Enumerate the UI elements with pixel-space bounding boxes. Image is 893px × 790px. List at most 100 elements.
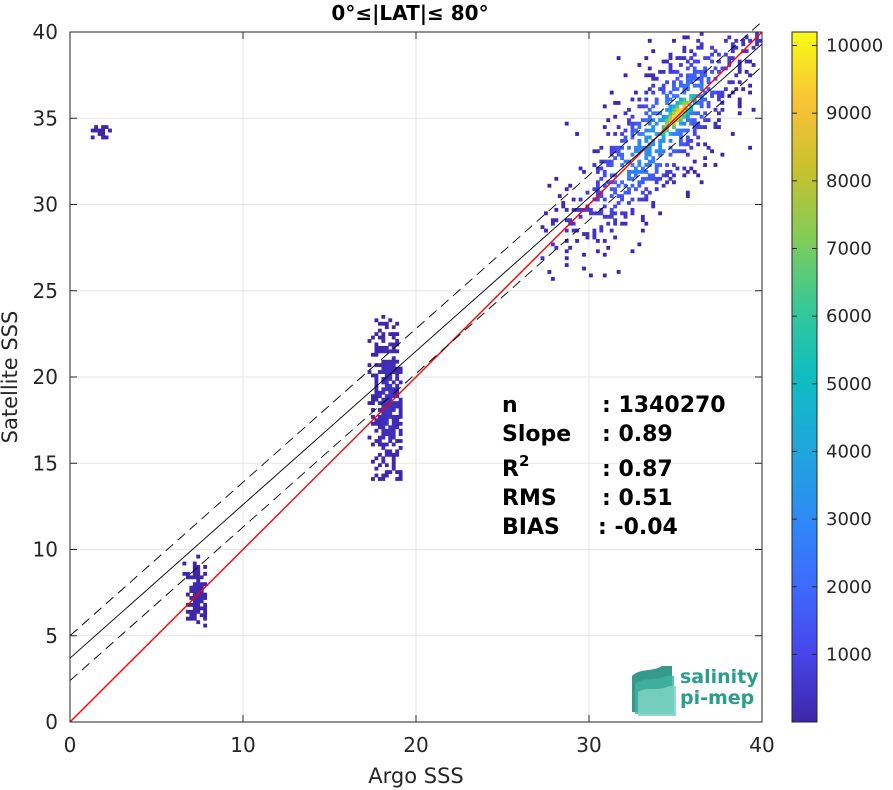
- heatmap-cell: [630, 152, 635, 157]
- heatmap-cell: [678, 73, 683, 78]
- heatmap-cell: [544, 211, 548, 216]
- heatmap-cell: [391, 435, 396, 440]
- heatmap-cell: [203, 582, 208, 587]
- heatmap-cell: [665, 97, 669, 102]
- heatmap-cell: [374, 439, 379, 443]
- heatmap-cell: [633, 173, 638, 178]
- heatmap-cell: [609, 90, 614, 95]
- heatmap-cell: [682, 49, 687, 54]
- heatmap-cell: [696, 38, 701, 43]
- heatmap-cell: [568, 218, 573, 223]
- heatmap-cell: [661, 114, 666, 119]
- heatmap-cell: [395, 332, 400, 336]
- heatmap-cell: [661, 69, 666, 74]
- colorbar: 1000 2000 3000 4000 5000 6000 7000 8000 9000 1000…: [791, 31, 883, 723]
- heatmap-cell: [192, 585, 197, 590]
- heatmap-cell: [391, 332, 396, 336]
- heatmap-cell: [185, 609, 190, 614]
- heatmap-cell: [668, 152, 673, 157]
- heatmap-cell: [599, 194, 604, 198]
- heatmap-cell: [675, 76, 680, 81]
- heatmap-cell: [658, 87, 663, 92]
- heatmap-cell: [661, 87, 666, 92]
- heatmap-cell: [630, 132, 635, 136]
- heatmap-cell: [384, 366, 389, 371]
- heatmap-cell: [737, 59, 742, 64]
- heatmap-cell: [602, 214, 607, 219]
- heatmap-cell: [367, 363, 372, 368]
- heatmap-cell: [647, 145, 652, 150]
- heatmap-cell: [374, 466, 379, 471]
- heatmap-cell: [710, 45, 714, 50]
- heatmap-cell: [682, 104, 687, 109]
- heatmap-cell: [196, 554, 201, 559]
- heatmap-cell: [640, 132, 645, 136]
- heatmap-cell: [199, 592, 204, 597]
- heatmap-cell: [668, 52, 673, 57]
- heatmap-cell: [609, 163, 614, 167]
- heatmap-cell: [564, 239, 569, 243]
- heatmap-cell: [196, 602, 201, 607]
- heatmap-cell: [692, 83, 697, 88]
- heatmap-cell: [595, 166, 600, 171]
- heatmap-cell: [741, 87, 746, 92]
- heatmap-cell: [627, 107, 631, 112]
- heatmap-cell: [744, 35, 749, 40]
- heatmap-cell: [582, 170, 586, 174]
- heatmap-cell: [616, 152, 621, 157]
- heatmap-cell: [578, 207, 583, 212]
- heatmap-cell: [689, 63, 694, 67]
- heatmap-cell: [640, 228, 645, 233]
- heatmap-cell: [592, 163, 597, 167]
- heatmap-cell: [384, 349, 389, 354]
- heatmap-cell: [613, 204, 618, 209]
- heatmap-cell: [717, 94, 721, 98]
- heatmap-cell: [395, 370, 400, 374]
- heatmap-cell: [730, 132, 735, 136]
- heatmap-cell: [381, 473, 386, 478]
- heatmap-cell: [585, 235, 590, 240]
- heatmap-cell: [699, 83, 704, 88]
- heatmap-cell: [374, 380, 379, 385]
- heatmap-cell: [388, 332, 393, 336]
- heatmap-cell: [640, 166, 645, 171]
- heatmap-cell: [651, 83, 656, 88]
- line-regression: [69, 43, 763, 659]
- y-tick-label: 15: [33, 451, 58, 475]
- heatmap-cell: [654, 170, 659, 174]
- heatmap-cell: [384, 449, 389, 454]
- heatmap-cell: [748, 145, 753, 150]
- heatmap-cell: [391, 390, 396, 395]
- heatmap-cell: [640, 176, 645, 181]
- heatmap-cell: [668, 176, 673, 181]
- heatmap-cell: [571, 221, 576, 226]
- heatmap-cell: [377, 463, 382, 468]
- heatmap-cell: [668, 104, 673, 109]
- heatmap-cell: [554, 176, 559, 181]
- heatmap-cell: [637, 170, 642, 174]
- heatmap-cell: [658, 176, 663, 181]
- heatmap-cell: [189, 613, 194, 618]
- heatmap-cell: [689, 49, 694, 54]
- heatmap-cell: [651, 201, 656, 205]
- heatmap-cell: [381, 428, 386, 433]
- heatmap-cell: [713, 90, 718, 95]
- heatmap-cell: [692, 76, 697, 81]
- heatmap-cell: [203, 571, 208, 576]
- heatmap-cell: [602, 159, 607, 164]
- heatmap-cell: [398, 397, 403, 402]
- heatmap-cell: [623, 190, 628, 195]
- heatmap-cell: [377, 328, 382, 333]
- heatmap-cell: [633, 90, 638, 95]
- heatmap-cell: [699, 69, 704, 74]
- x-tick-label: 30: [576, 733, 601, 757]
- heatmap-cell: [647, 118, 652, 123]
- heatmap-cell: [377, 414, 382, 419]
- heatmap-cell: [384, 387, 389, 392]
- heatmap-cell: [633, 170, 638, 174]
- heatmap-cell: [654, 111, 659, 116]
- heatmap-cell: [696, 142, 701, 147]
- heatmap-cell: [367, 401, 372, 405]
- heatmap-cell: [606, 132, 611, 136]
- heatmap-cell: [609, 159, 614, 164]
